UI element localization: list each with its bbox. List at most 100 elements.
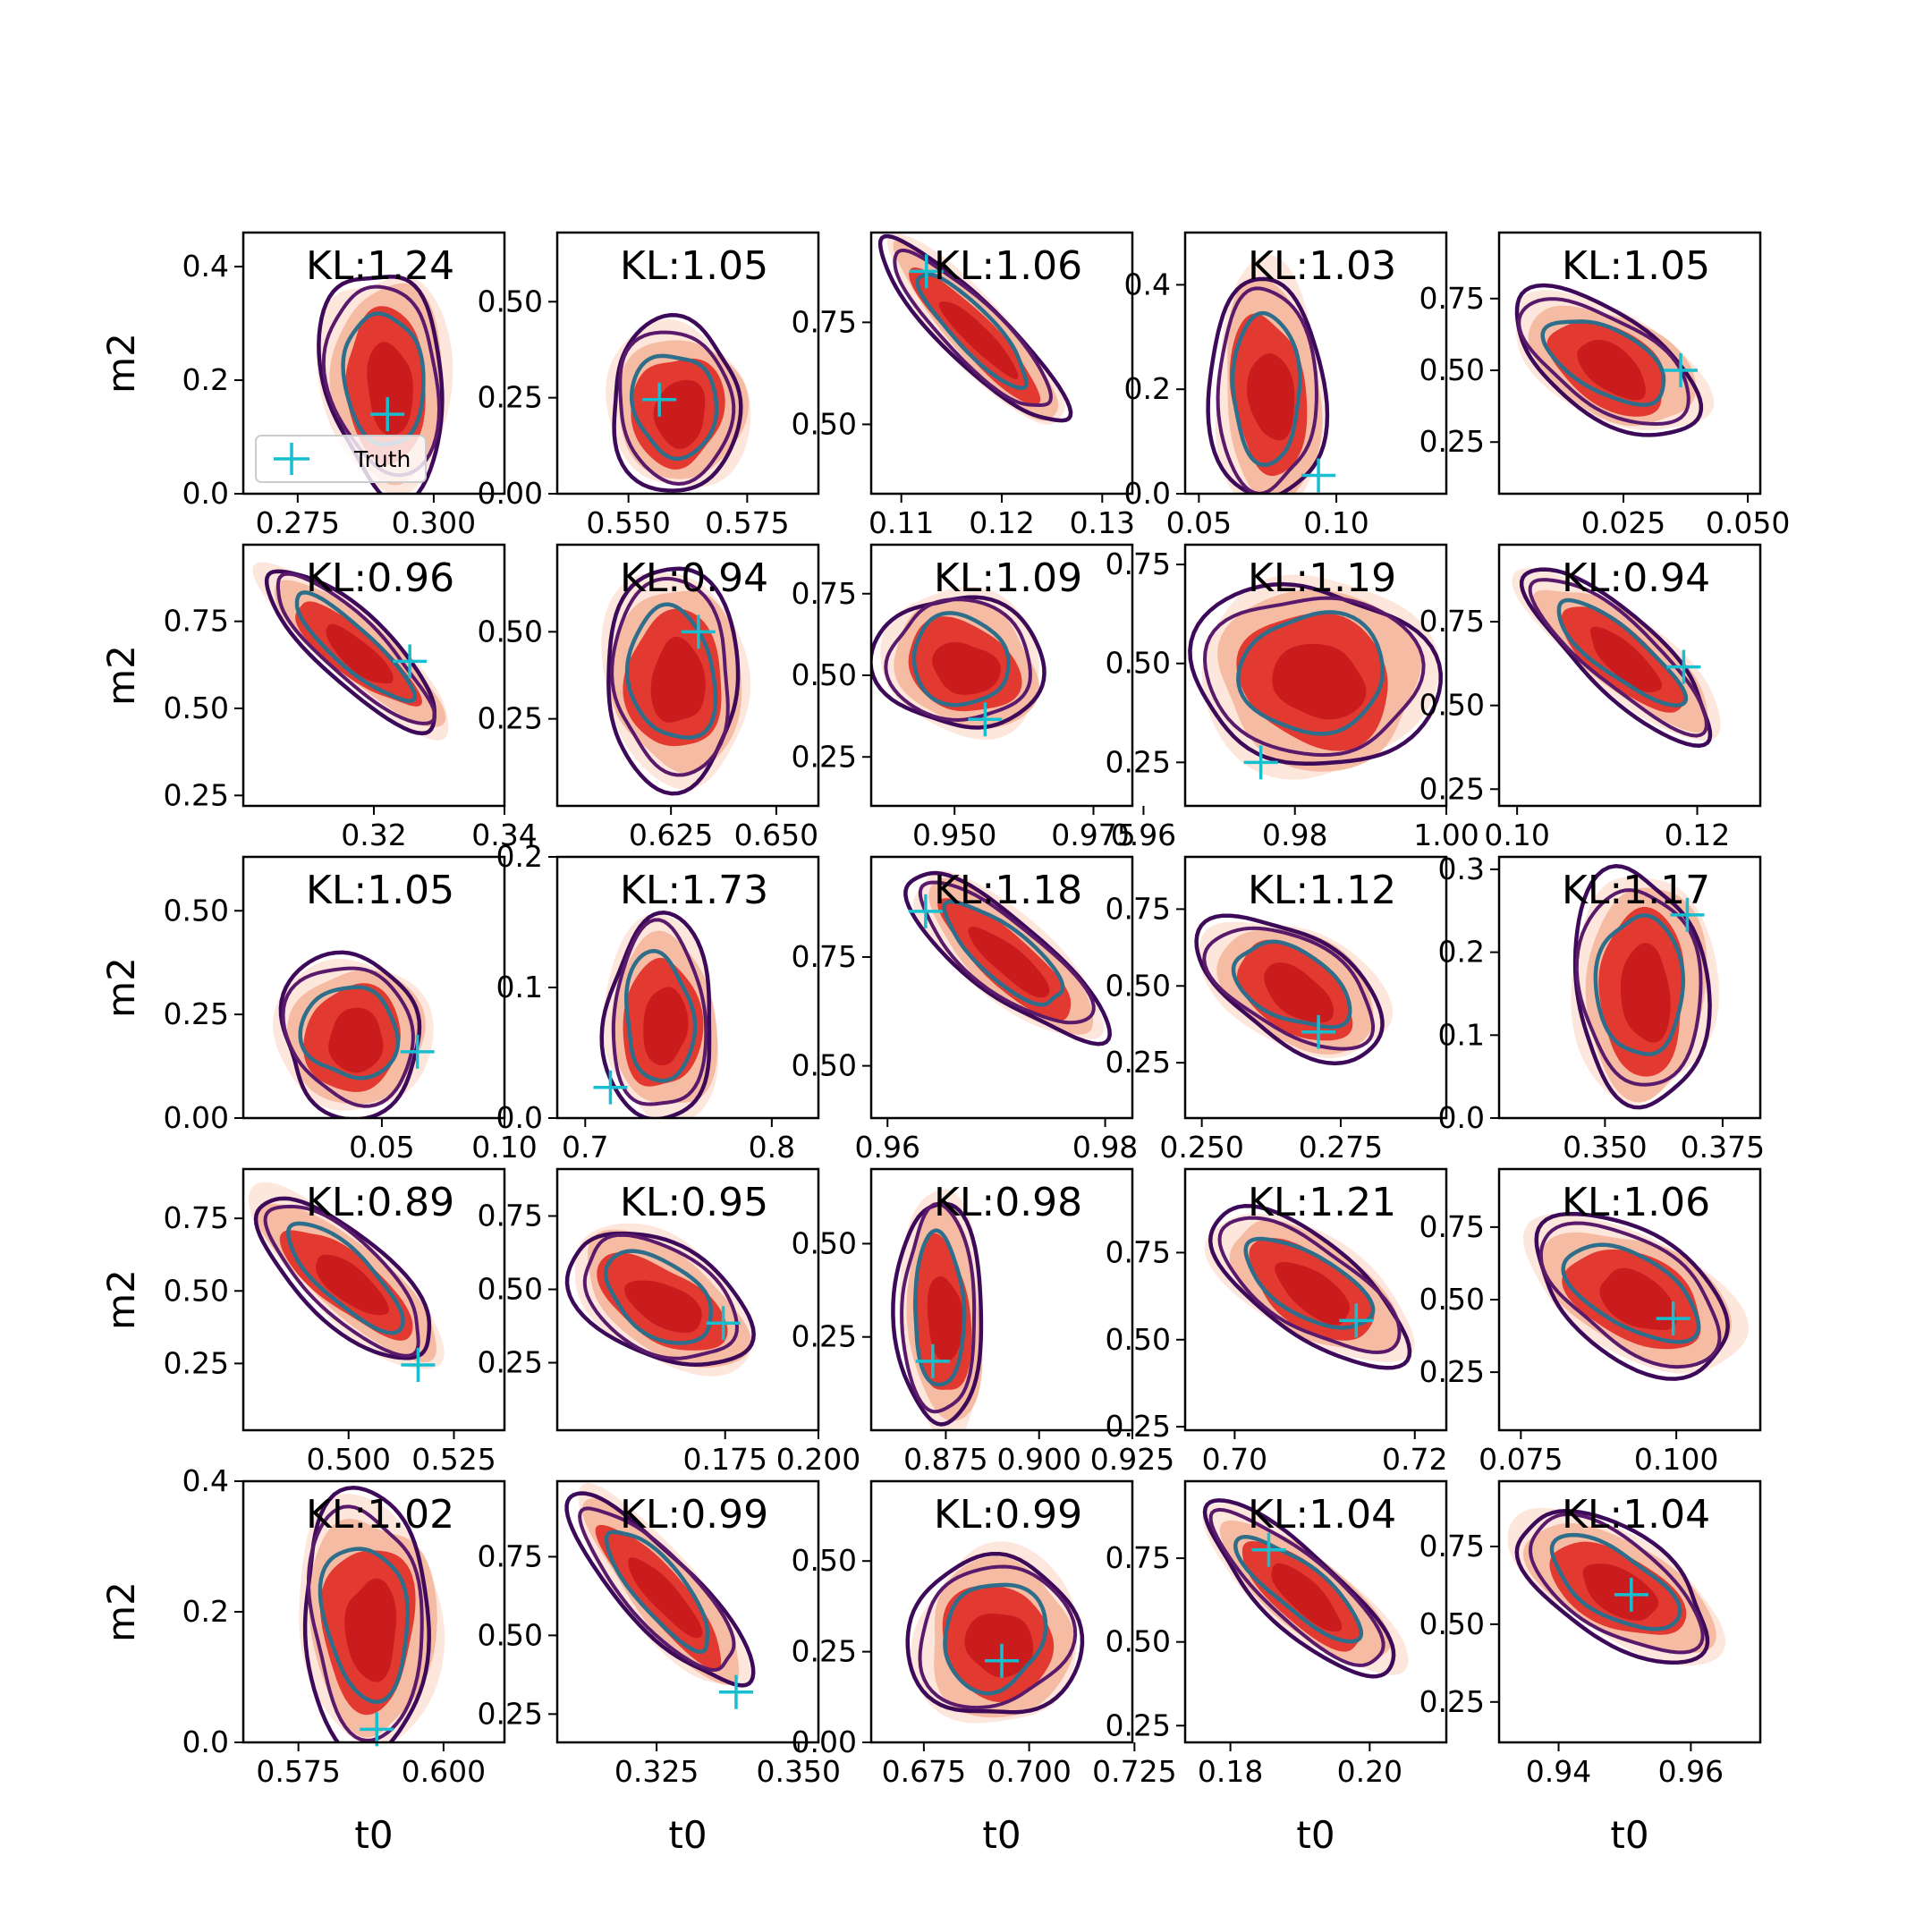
x-tick-label: 0.725 — [1092, 1754, 1176, 1789]
x-tick-label: 0.525 — [411, 1442, 496, 1477]
density-fill-core — [1264, 962, 1335, 1023]
y-tick-label: 0.50 — [478, 1617, 543, 1652]
x-tick-label: 0.275 — [1299, 1130, 1383, 1165]
y-tick-label: 0.25 — [164, 777, 229, 812]
y-tick-label: 0.00 — [478, 476, 543, 511]
x-tick-label: 0.12 — [969, 505, 1034, 540]
truth-marker — [1664, 353, 1699, 388]
density-contours — [1571, 864, 1719, 1110]
x-tick-label: 0.575 — [705, 505, 789, 540]
subplot-3: KL:1.06 0.11 0.12 0.13 0.50 0.75 — [792, 231, 1135, 540]
density-contours — [1206, 254, 1330, 494]
y-tick-label: 0.50 — [1419, 1282, 1485, 1317]
subplot-9: KL:1.19 0.96 0.98 1.00 0.25 0.50 0.75 — [1106, 543, 1479, 852]
y-tick-label: 0.25 — [478, 1345, 543, 1380]
y-tick-label: 0.75 — [792, 304, 857, 339]
kl-annotation: KL:1.04 — [1248, 1492, 1396, 1538]
y-tick-label: 0.50 — [792, 1543, 857, 1578]
axes-frame — [555, 231, 820, 496]
y-tick-label: 0.00 — [164, 1100, 229, 1135]
x-tick-label: 0.600 — [402, 1754, 486, 1789]
y-tick-label: 0.50 — [1106, 646, 1171, 681]
density-contours — [1512, 567, 1721, 749]
density-contours — [606, 313, 751, 493]
truth-marker — [968, 702, 1003, 737]
contour-line-mid — [610, 576, 730, 777]
y-tick-label: 0.50 — [1419, 1606, 1485, 1641]
x-tick-label: 0.300 — [392, 505, 476, 540]
density-contours — [249, 1182, 445, 1369]
contour-line-inner — [943, 1582, 1048, 1696]
density-contours — [1522, 1211, 1749, 1381]
truth-marker — [1614, 1577, 1648, 1612]
x-tick-label: 0.96 — [1111, 818, 1176, 852]
y-tick-label: 0.25 — [478, 1696, 543, 1731]
x-tick-label: 0.94 — [1526, 1754, 1591, 1789]
contour-line-inner — [1243, 1236, 1376, 1330]
subplot-5: KL:1.05 0.025 0.050 0.25 0.50 0.75 — [1419, 231, 1790, 540]
x-tick-label: 0.700 — [987, 1754, 1071, 1789]
axes-frame — [1183, 1167, 1448, 1432]
contour-line-outer — [606, 566, 741, 796]
subplot-1: KL:1.24 0.275 0.300 0.0 0.2 0.4 m2 Truth — [99, 231, 506, 540]
truth-marker — [1301, 1014, 1336, 1049]
truth-marker — [642, 382, 677, 417]
x-tick-label: 0.325 — [614, 1754, 699, 1789]
contour-line-outer — [1208, 1204, 1412, 1370]
y-tick-label: 0.25 — [1106, 1045, 1171, 1080]
contour-line-outer — [871, 595, 1046, 730]
y-tick-label: 0.50 — [164, 893, 229, 928]
y-tick-label: 0.00 — [792, 1724, 857, 1759]
axes-frame — [242, 855, 506, 1120]
density-contours — [871, 586, 1046, 741]
subplot-24: KL:1.04 0.18 0.20 0.25 0.50 0.75 t0 — [1106, 1479, 1448, 1857]
density-fill-core — [628, 1557, 703, 1639]
y-tick-label: 0.1 — [496, 970, 543, 1004]
y-axis-label: m2 — [99, 1269, 143, 1330]
subplot-21: KL:1.02 0.575 0.600 0.0 0.2 0.4 m2 t0 — [99, 1463, 506, 1857]
x-tick-label: 1.00 — [1413, 818, 1479, 852]
y-axis-label: m2 — [99, 957, 143, 1018]
subplot-22: KL:0.99 0.325 0.350 0.25 0.50 0.75 t0 — [478, 1479, 841, 1857]
subplot-8: KL:1.09 0.950 0.975 0.25 0.50 0.75 — [792, 543, 1136, 852]
contour-line-mid — [263, 1204, 420, 1358]
y-tick-label: 0.75 — [1106, 1234, 1171, 1269]
density-contours — [905, 1541, 1085, 1724]
x-axis-label: t0 — [982, 1813, 1021, 1857]
subplot-2: KL:1.05 0.550 0.575 0.00 0.25 0.50 — [478, 231, 820, 540]
kl-annotation: KL:1.09 — [934, 555, 1082, 601]
truth-marker — [1339, 1303, 1374, 1338]
y-tick-label: 0.0 — [182, 1724, 229, 1759]
contour-line-inner — [1556, 597, 1689, 708]
x-tick-label: 0.98 — [1262, 818, 1327, 852]
truth-marker — [909, 254, 944, 289]
density-fill-core — [1247, 353, 1295, 441]
contour-line-outer — [1514, 1509, 1710, 1665]
axes-frame — [1183, 543, 1448, 808]
density-fill-core — [939, 301, 1019, 379]
axes-frame — [869, 855, 1134, 1120]
contour-line-mid — [1517, 297, 1690, 426]
contour-line-mid — [1529, 1512, 1705, 1655]
x-tick-label: 0.72 — [1382, 1442, 1447, 1477]
contour-line-outer — [564, 1491, 756, 1688]
kl-annotation: KL:1.03 — [1248, 243, 1396, 289]
axes-frame — [869, 1167, 1134, 1432]
contour-line-inner — [913, 1228, 967, 1387]
y-tick-label: 0.2 — [1124, 371, 1171, 406]
x-tick-label: 0.950 — [912, 818, 996, 852]
y-tick-label: 0.0 — [1438, 1100, 1485, 1135]
contour-line-inner — [298, 985, 401, 1080]
contour-line-mid — [900, 1201, 977, 1414]
contour-line-inner — [318, 1546, 411, 1704]
kl-annotation: KL:1.06 — [1562, 1180, 1710, 1225]
density-fill-core — [1599, 1267, 1677, 1330]
y-tick-label: 0.50 — [1106, 1322, 1171, 1357]
density-contours — [1507, 1507, 1726, 1666]
truth-marker — [681, 614, 716, 649]
density-fill-core — [328, 1007, 384, 1073]
x-axis-label: t0 — [354, 1813, 393, 1857]
contour-line-outer — [264, 569, 437, 736]
contour-line-outer — [564, 1231, 756, 1368]
density-fill-core — [968, 927, 1050, 998]
